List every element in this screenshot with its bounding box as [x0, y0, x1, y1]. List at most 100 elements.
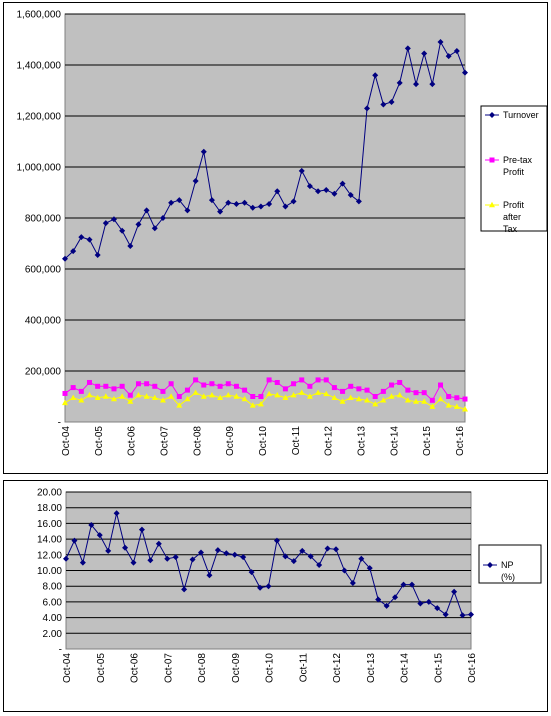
top-point-turnover [78, 234, 85, 241]
top-point-turnover [102, 220, 109, 227]
top-point-turnover [143, 207, 150, 214]
top-x-tick-label: Oct-11 [291, 426, 302, 456]
bottom-y-tick-label: 4.00 [43, 613, 63, 624]
top-point-profit-after-tax [339, 398, 346, 404]
top-point-turnover [217, 208, 224, 215]
top-point-profit-after-tax [462, 406, 468, 412]
bottom-y-tick-label: 8.00 [43, 582, 63, 593]
top-point-turnover [135, 221, 142, 228]
top-point-profit-after-tax [347, 394, 354, 400]
top-x-tick-label: Oct-15 [422, 426, 433, 456]
bottom-point-np [316, 562, 323, 569]
bottom-x-tick-label: Oct-12 [332, 653, 343, 683]
top-point-pre-tax-profit [454, 395, 460, 401]
top-point-pre-tax-profit [299, 377, 305, 383]
top-point-turnover [364, 105, 371, 112]
top-point-turnover [192, 178, 199, 185]
top-point-turnover [290, 198, 297, 205]
top-point-turnover [347, 192, 354, 199]
bottom-x-tick-label: Oct-10 [265, 653, 276, 683]
top-legend-label-profit-after-tax: Tax [503, 224, 518, 234]
top-point-turnover [462, 69, 468, 76]
top-point-profit-after-tax [396, 392, 403, 398]
top-point-profit-after-tax [70, 394, 77, 400]
top-point-turnover [266, 200, 273, 207]
top-point-pre-tax-profit [291, 381, 297, 387]
top-point-turnover [159, 215, 166, 221]
top-x-tick-label: Oct-12 [324, 426, 335, 456]
top-y-tick-label: 1,400,000 [17, 61, 62, 72]
bottom-y-tick-label: 12.00 [37, 550, 62, 561]
top-point-profit-after-tax [364, 397, 371, 403]
top-point-pre-tax-profit [78, 388, 84, 394]
top-point-pre-tax-profit [429, 397, 435, 403]
top-point-profit-after-tax [413, 398, 420, 404]
top-point-pre-tax-profit [356, 386, 362, 392]
top-point-pre-tax-profit [233, 383, 239, 389]
top-series-turnover [62, 39, 468, 262]
bottom-x-tick-label: Oct-11 [298, 653, 309, 683]
top-point-turnover [257, 203, 264, 210]
top-point-profit-after-tax [290, 392, 297, 398]
top-point-turnover [445, 53, 452, 60]
top-point-turnover [331, 190, 338, 197]
top-point-profit-after-tax [298, 389, 305, 395]
bottom-legend-label-np: NP [501, 560, 514, 570]
top-point-profit-after-tax [241, 395, 248, 402]
bottom-point-np [198, 549, 204, 556]
bottom-point-np [223, 550, 230, 557]
top-point-pre-tax-profit [217, 383, 223, 389]
top-point-turnover [282, 203, 289, 210]
top-point-turnover [388, 98, 395, 105]
bottom-point-np [324, 545, 331, 552]
top-point-pre-tax-profit [184, 387, 190, 393]
bottom-point-np [164, 555, 171, 562]
top-point-profit-after-tax [184, 395, 191, 402]
bottom-point-np [307, 553, 314, 560]
top-y-tick-label: - [58, 418, 61, 429]
top-x-tick-label: Oct-07 [160, 426, 171, 456]
top-point-turnover [453, 47, 460, 54]
top-point-profit-after-tax [151, 394, 158, 400]
top-point-profit-after-tax [372, 400, 379, 407]
bottom-y-tick-label: - [59, 645, 62, 656]
top-x-tick-label: Oct-06 [127, 426, 138, 456]
bottom-point-np [417, 600, 424, 607]
top-point-pre-tax-profit [144, 381, 150, 387]
top-point-turnover [404, 45, 411, 52]
top-point-profit-after-tax [200, 393, 207, 399]
top-point-profit-after-tax [102, 393, 109, 399]
top-point-profit-after-tax [208, 392, 215, 398]
bottom-x-tick-label: Oct-06 [130, 653, 141, 683]
top-legend-marker [489, 112, 495, 118]
bottom-point-np [231, 551, 238, 558]
top-point-profit-after-tax [453, 403, 460, 409]
top-point-pre-tax-profit [331, 385, 337, 391]
top-point-pre-tax-profit [209, 381, 215, 387]
top-point-turnover [225, 199, 232, 206]
top-series-pre-tax-profit [62, 377, 468, 403]
turnover-profit-chart: - 200,000 400,000 600,000 800,000 1,000,000 1,… [17, 10, 548, 456]
top-point-turnover [127, 243, 134, 250]
top-point-turnover [176, 197, 183, 204]
bottom-point-np [71, 537, 78, 544]
top-point-pre-tax-profit [446, 394, 452, 399]
top-point-pre-tax-profit [160, 388, 166, 394]
top-point-pre-tax-profit [86, 379, 92, 385]
top-x-tick-label: Oct-13 [357, 426, 368, 456]
bottom-point-np [257, 584, 264, 591]
top-y-tick-label: 1,600,000 [17, 10, 62, 21]
bottom-point-np [358, 555, 365, 562]
bottom-point-np [189, 556, 196, 563]
top-point-profit-after-tax [159, 397, 166, 403]
top-point-pre-tax-profit [258, 394, 264, 399]
top-point-pre-tax-profit [62, 390, 68, 396]
bottom-point-np [130, 559, 137, 566]
bottom-point-np [122, 544, 129, 551]
bottom-point-np [138, 526, 145, 533]
top-point-turnover [339, 180, 346, 187]
top-point-pre-tax-profit [372, 394, 378, 399]
top-point-profit-after-tax [421, 398, 428, 404]
top-legend-marker [489, 157, 495, 163]
bottom-x-tick-label: Oct-09 [231, 653, 242, 683]
